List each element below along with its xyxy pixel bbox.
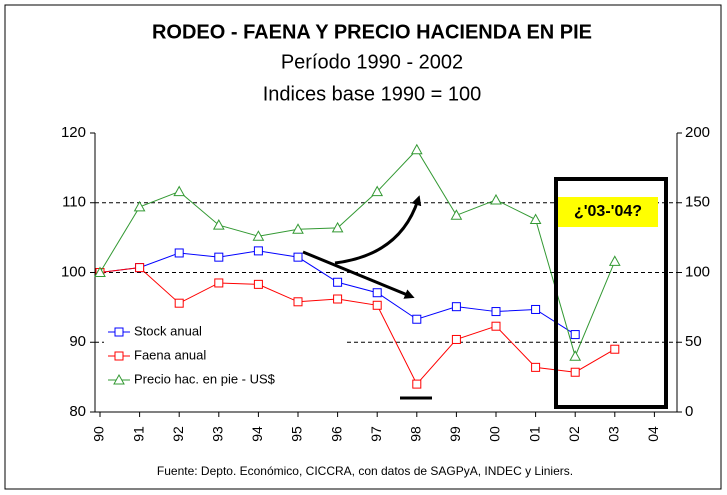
data-point [113,373,125,385]
y2-tick-label: 50 [685,333,702,350]
plot: 80 90 100 110 120 0 50 100 150 200 90 91 92 93 94 95 96 9… [61,124,710,442]
y2-tick-label: 200 [685,124,710,141]
data-point [212,219,225,230]
data-point [331,221,344,233]
x-tick-label: 92 [170,426,186,442]
data-point [490,193,502,205]
x-tick-label: 94 [249,426,265,442]
x-tick-label: 90 [91,426,107,442]
arrow [334,195,422,265]
data-point [252,230,265,241]
x-tick-label: 00 [487,426,503,442]
data-point [173,185,186,197]
data-point [570,367,580,377]
y-tick-label: 110 [62,194,86,211]
data-point [214,278,224,288]
y2-tick-label: 0 [685,403,693,420]
x-tick-label: 03 [606,426,622,442]
data-point [292,223,304,234]
chart-subtitle: Período 1990 - 2002 [281,51,463,73]
x-tick-label: 01 [526,426,542,442]
data-point [451,334,461,344]
data-point [253,246,263,256]
y-tick-label: 80 [69,403,86,420]
series-line [99,148,616,358]
data-point [570,330,580,340]
source: Fuente: Depto. Económico, CICCRA, con da… [157,464,573,478]
data-point [135,263,145,273]
data-point [174,298,184,308]
data-point [410,143,423,155]
data-point [610,344,620,354]
legend-label: Faena anual [134,347,206,362]
x-tick-label: 02 [566,426,582,442]
y-tick-label: 100 [61,263,86,280]
data-point [94,266,106,277]
data-point [333,277,343,287]
y-tick-label: 90 [69,333,86,350]
annotation: ¿'03-'04? [574,203,642,220]
data-point [451,302,461,312]
data-point [372,288,382,298]
data-point [293,252,303,262]
legend-label: Stock anual [134,323,202,338]
data-point [412,314,422,324]
x-tick-label: 91 [130,426,146,442]
x-tick-label: 99 [447,426,463,442]
x-tick-label: 97 [368,426,384,442]
chart-title: RODEO - FAENA Y PRECIO HACIENDA EN PIE [152,21,592,43]
y2-tick-label: 100 [685,263,710,280]
legend-label: Precio hac. en pie - US$ [134,371,276,386]
frame [4,4,722,490]
x-tick-label: 96 [328,426,344,442]
x-tick-label: 95 [289,426,305,442]
data-point [412,379,422,389]
x-tick-label: 93 [210,426,226,442]
x-tick-label: 04 [645,426,661,442]
annotation-bg [558,197,658,227]
data-point [133,200,146,212]
y2-tick-label: 150 [685,194,710,211]
legend [104,320,344,400]
data-point [569,350,582,361]
data-point [371,185,384,197]
arrow [302,250,415,299]
data-point [333,294,343,304]
series-line [99,267,616,385]
data-point [529,213,542,224]
data-point [253,279,263,289]
data-point [608,255,621,266]
data-point [450,209,463,220]
data-point [114,351,124,361]
data-point [372,300,382,310]
x-tick-label: 98 [408,426,424,442]
data-point [491,321,501,331]
data-point [531,304,541,314]
chart-subtitle: Indices base 1990 = 100 [263,83,482,105]
data-point [293,297,303,307]
data-point [214,252,224,262]
highlight-box [554,177,668,409]
data-point [491,307,501,317]
data-point [114,327,124,337]
data-point [174,248,184,258]
y-tick-label: 120 [61,124,86,141]
data-point [531,362,541,372]
